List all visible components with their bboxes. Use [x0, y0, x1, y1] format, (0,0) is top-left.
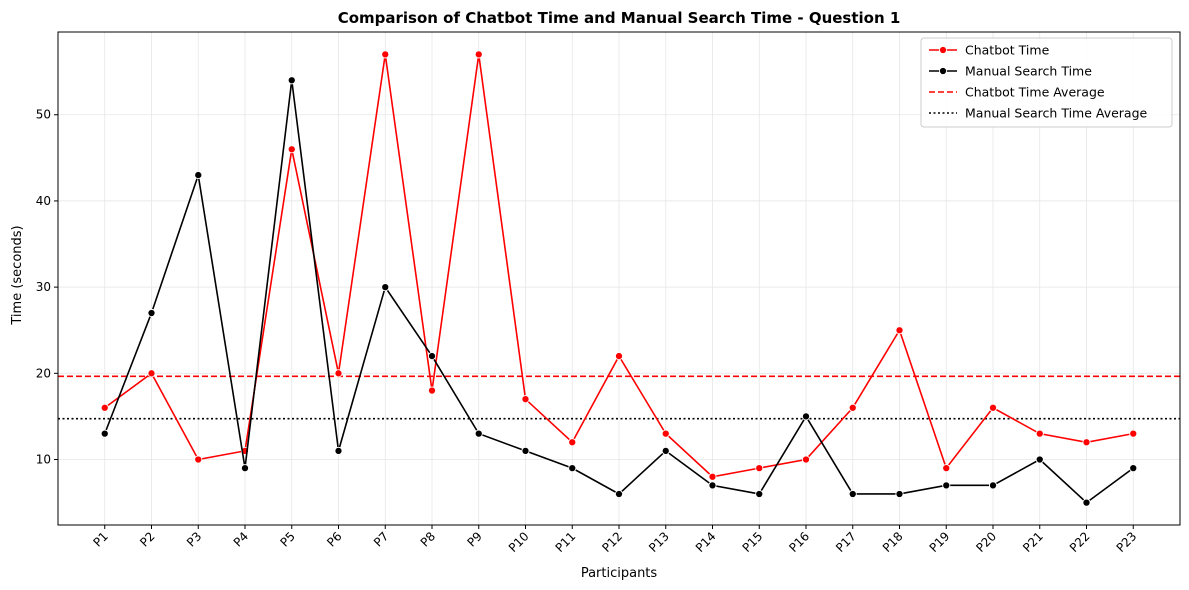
data-point-chatbot-time: [1035, 429, 1044, 438]
data-point-chatbot-time: [661, 429, 670, 438]
data-point-manual-search-time: [100, 429, 109, 438]
data-point-manual-search-time: [474, 429, 483, 438]
series: [100, 50, 1138, 507]
x-tick-label: P21: [1020, 529, 1046, 555]
data-point-chatbot-time: [1082, 438, 1091, 447]
data-point-manual-search-time: [801, 412, 811, 421]
x-tick-label: P15: [740, 529, 766, 555]
data-point-manual-search-time: [1129, 464, 1138, 473]
x-tick-label: P2: [137, 529, 157, 549]
legend-label: Chatbot Time: [965, 43, 1050, 58]
x-tick-label: P17: [833, 529, 859, 555]
data-point-chatbot-time: [568, 438, 577, 447]
data-point-chatbot-time: [848, 403, 857, 412]
data-point-chatbot-time: [988, 403, 998, 412]
data-point-manual-search-time: [848, 489, 857, 499]
legend-marker: [938, 66, 948, 76]
legend-item-manual-search-time: Manual Search Time: [929, 64, 1092, 79]
legend-item-manual-average: Manual Search Time Average: [929, 106, 1148, 121]
y-tick-label: 30: [36, 280, 51, 294]
legend-item-chatbot-average: Chatbot Time Average: [929, 85, 1105, 100]
y-tick-label: 50: [36, 108, 51, 122]
x-tick-label: P12: [599, 529, 625, 555]
data-point-manual-search-time: [895, 489, 904, 499]
data-point-chatbot-time: [521, 395, 530, 404]
data-point-manual-search-time: [240, 464, 250, 473]
data-point-manual-search-time: [334, 446, 343, 455]
x-tick-label: P9: [464, 529, 484, 549]
x-axis-label: Participants: [581, 566, 658, 581]
x-tick-label: P4: [231, 529, 251, 549]
data-point-chatbot-time: [614, 352, 624, 361]
y-tick-label: 10: [36, 452, 51, 466]
x-tick-label: P8: [418, 529, 438, 549]
legend-item-chatbot-time: Chatbot Time: [929, 43, 1050, 58]
data-point-chatbot-time: [147, 369, 156, 378]
x-tick-label: P18: [880, 529, 906, 555]
x-tick-label: P7: [371, 529, 391, 549]
x-tick-label: P13: [646, 529, 672, 555]
data-point-manual-search-time: [521, 446, 530, 455]
data-point-chatbot-time: [755, 464, 764, 473]
legend-box: [920, 37, 1173, 128]
legend-marker: [938, 45, 948, 55]
y-tick-label: 20: [36, 366, 51, 380]
x-tick-label: P23: [1114, 529, 1140, 555]
data-point-manual-search-time: [755, 489, 764, 499]
data-point-manual-search-time: [614, 489, 624, 499]
data-point-manual-search-time: [1035, 455, 1044, 464]
x-tick-label: P20: [973, 529, 999, 555]
data-point-chatbot-time: [474, 50, 483, 59]
data-point-manual-search-time: [988, 481, 998, 490]
data-point-chatbot-time: [942, 464, 951, 473]
data-point-chatbot-time: [427, 386, 437, 395]
data-point-chatbot-time: [895, 326, 904, 335]
data-point-manual-search-time: [381, 283, 390, 292]
x-tick-label: P10: [506, 529, 532, 555]
x-tick-label: P16: [786, 529, 812, 555]
x-tick-label: P11: [553, 529, 579, 555]
grid: [58, 32, 1180, 525]
x-tick-label: P19: [927, 529, 953, 555]
legend: Chatbot Time Manual Search Time Chatbot Ti…: [920, 37, 1173, 128]
legend-label: Chatbot Time Average: [965, 85, 1105, 100]
data-point-manual-search-time: [568, 464, 577, 473]
x-tick-label: P14: [693, 529, 719, 555]
x-tick-label: P22: [1067, 529, 1093, 555]
data-point-manual-search-time: [708, 481, 717, 490]
legend-label: Manual Search Time Average: [965, 106, 1148, 121]
data-point-manual-search-time: [427, 352, 437, 361]
x-tick-label: P6: [324, 529, 344, 549]
data-point-chatbot-time: [801, 455, 811, 464]
data-point-chatbot-time: [708, 472, 717, 481]
data-point-chatbot-time: [194, 455, 203, 464]
data-point-manual-search-time: [661, 446, 670, 455]
y-axis-label: Time (seconds): [10, 225, 25, 325]
data-point-chatbot-time: [287, 145, 296, 154]
data-point-chatbot-time: [381, 50, 390, 59]
data-point-chatbot-time: [100, 403, 109, 412]
data-point-manual-search-time: [942, 481, 951, 490]
data-point-chatbot-time: [1129, 429, 1138, 438]
data-point-manual-search-time: [194, 171, 203, 180]
y-tick-label: 40: [36, 194, 51, 208]
reference-lines: [58, 375, 1180, 420]
x-tick-label: P1: [90, 529, 110, 549]
data-point-manual-search-time: [1082, 498, 1091, 507]
data-point-manual-search-time: [147, 308, 156, 318]
legend-label: Manual Search Time: [965, 64, 1092, 79]
x-tick-label: P3: [184, 529, 204, 549]
x-tick-label: P5: [277, 529, 297, 549]
data-point-chatbot-time: [334, 369, 343, 378]
data-point-manual-search-time: [287, 76, 296, 85]
chart-title: Comparison of Chatbot Time and Manual Se…: [338, 9, 901, 27]
